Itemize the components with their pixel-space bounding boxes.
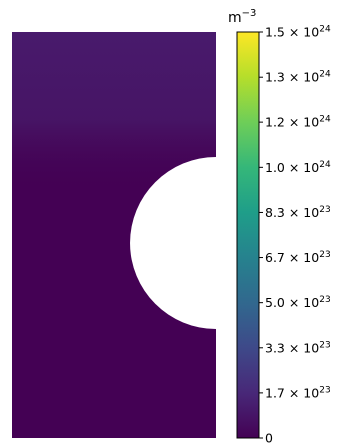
tick-exponent: 23 (319, 385, 330, 395)
tick-mantissa: 1.5 × 10 (265, 25, 319, 40)
tick-exponent: 23 (319, 340, 330, 350)
tick-exponent: 23 (319, 250, 330, 260)
colorbar-tick-label: 1.3 × 1024 (265, 70, 331, 85)
colorbar-tick-label: 8.3 × 1023 (265, 205, 331, 220)
tick-exponent: 23 (319, 205, 330, 215)
colorbar-tick-label: 0 (265, 431, 273, 445)
colorbar-tick-label: 6.7 × 1023 (265, 250, 331, 265)
tick-exponent: 23 (319, 295, 330, 305)
tick-mantissa: 1.0 × 10 (265, 160, 319, 175)
tick-exponent: 24 (319, 25, 331, 35)
tick-mantissa: 1.3 × 10 (265, 70, 319, 85)
colorbar-unit: m−3 (228, 8, 256, 26)
tick-mantissa: 1.2 × 10 (265, 115, 319, 130)
colorbar-tick-label: 1.7 × 1023 (265, 385, 331, 400)
tick-exponent: 24 (319, 160, 331, 170)
unit-base: m (228, 10, 242, 26)
colorbar-tick-label: 5.0 × 1023 (265, 295, 331, 310)
tick-mantissa: 8.3 × 10 (265, 205, 319, 220)
tick-exponent: 24 (319, 115, 331, 125)
tick-mantissa: 6.7 × 10 (265, 250, 319, 265)
density-field (12, 32, 216, 438)
tick-exponent: 24 (319, 70, 331, 80)
colorbar-tick-label: 1.0 × 1024 (265, 160, 331, 175)
colorbar-tick-label: 1.5 × 1024 (265, 25, 331, 40)
tick-mantissa: 5.0 × 10 (265, 295, 319, 310)
colorbar-gradient (236, 31, 260, 439)
colorbar-tick-label: 3.3 × 1023 (265, 340, 331, 355)
tick-mantissa: 0 (265, 431, 273, 445)
unit-exponent: −3 (242, 8, 257, 19)
tick-mantissa: 1.7 × 10 (265, 385, 319, 400)
tick-mantissa: 3.3 × 10 (265, 340, 319, 355)
colorbar-tick-label: 1.2 × 1024 (265, 115, 331, 130)
field-hole (130, 157, 216, 329)
